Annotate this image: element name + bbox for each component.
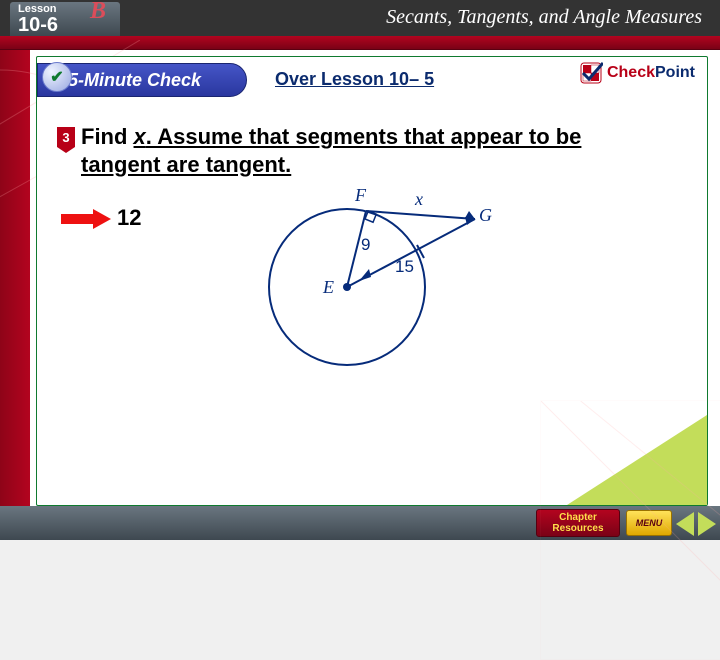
question-number-flag: 3 <box>57 127 75 153</box>
lime-corner <box>567 415 707 505</box>
answer-arrow-icon <box>61 209 111 229</box>
menu-label: MENU <box>636 518 663 528</box>
checkpoint-text: CheckPoint <box>607 64 695 82</box>
chapter-title: Secants, Tangents, and Angle Measures <box>386 6 702 29</box>
decor-letter: B <box>90 0 106 25</box>
five-minute-check-badge: ✔ 5-Minute Check <box>37 63 247 97</box>
question-var: x <box>134 124 146 149</box>
question-suffix: . Assume that segments that appear to be <box>146 124 582 149</box>
left-stripe <box>0 50 30 540</box>
diagram-label-E: E <box>323 277 334 298</box>
diagram-label-x: x <box>415 189 423 210</box>
checkpoint-icon <box>579 61 603 85</box>
five-minute-check-label: 5-Minute Check <box>68 70 201 91</box>
chapter-resources-l1: Chapter <box>559 512 597 523</box>
answer-value: 12 <box>117 205 141 231</box>
question-line2: tangent are tangent. <box>81 152 291 177</box>
question-prefix: Find <box>81 124 134 149</box>
diagram: F G E x 9 15 <box>257 177 497 367</box>
lesson-num-value: 10-6 <box>18 15 58 35</box>
top-red-stripe <box>0 36 720 50</box>
diagram-label-15: 15 <box>395 257 414 277</box>
lesson-number: Lesson 10-6 <box>18 4 58 35</box>
checkpoint-check: Check <box>607 64 655 81</box>
question-text: Find x. Assume that segments that appear… <box>81 123 687 178</box>
question-number: 3 <box>62 130 69 145</box>
slide: Lesson 10-6 B Secants, Tangents, and Ang… <box>0 0 720 540</box>
prev-button[interactable] <box>676 512 694 536</box>
content-frame: ✔ 5-Minute Check Over Lesson 10– 5 Check… <box>36 56 708 506</box>
lesson-label: Lesson <box>18 3 57 15</box>
checkpoint-point: Point <box>655 64 695 81</box>
menu-button[interactable]: MENU <box>626 510 672 536</box>
diagram-label-G: G <box>479 205 492 226</box>
diagram-label-9: 9 <box>361 235 370 255</box>
next-button[interactable] <box>698 512 716 536</box>
diagram-label-F: F <box>355 185 366 206</box>
check-icon: ✔ <box>42 62 72 92</box>
chapter-resources-button[interactable]: Chapter Resources <box>536 509 620 537</box>
over-lesson-label: Over Lesson 10– 5 <box>275 69 434 90</box>
checkpoint-badge: CheckPoint <box>579 61 695 85</box>
chapter-resources-l2: Resources <box>552 523 603 534</box>
